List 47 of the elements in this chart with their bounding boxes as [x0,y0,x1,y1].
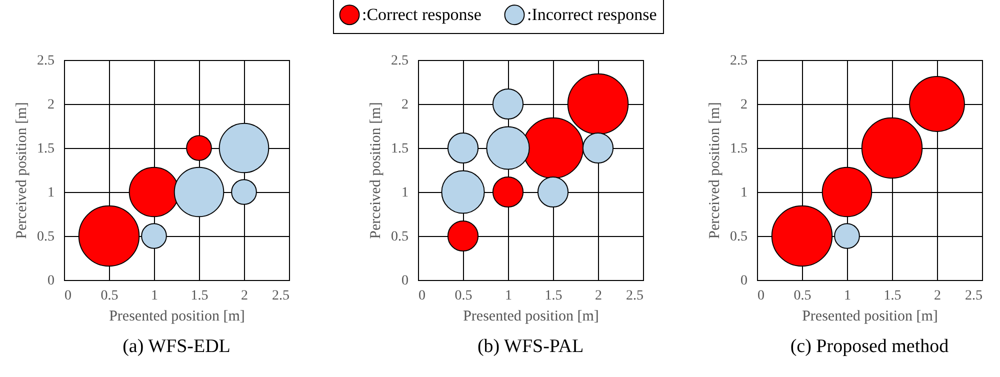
x-tick-label: 0 [64,288,72,304]
y-tick-label: 2.5 [390,54,408,68]
x-tick-label: 2.5 [626,288,643,304]
y-tick-label: 1.5 [730,142,748,156]
x-axis-title: Presented position [m] [109,308,245,324]
y-tick-label: 0.5 [390,230,408,244]
x-axis-title: Presented position [m] [802,308,938,324]
y-axis-title: Perceived position [m] [368,102,384,239]
y-tick-label: 1 [401,186,408,200]
y-tick-label: 1 [740,186,748,200]
x-tick-label: 0.5 [454,288,472,304]
x-tick-label: 0 [418,288,425,304]
y-axis-title: Perceived position [m] [14,102,30,239]
x-tick-label: 0.5 [794,288,812,304]
y-tick-label: 0 [48,274,54,288]
x-tick-label: 2.5 [272,288,290,304]
legend-label: :Incorrect response [526,4,656,24]
x-tick-label: 1 [151,288,158,304]
y-tick-label: 0.5 [730,230,748,244]
y-tick-label: 2 [401,98,408,112]
x-tick-label: 2.5 [965,288,982,304]
x-tick-label: 2 [241,288,248,304]
y-tick-label: 2.5 [37,54,54,68]
x-tick-label: 0.5 [100,288,118,304]
text: (a) WFS-EDL [122,336,230,357]
y-tick-label: 0 [401,274,408,288]
x-tick-label: 1.5 [884,288,902,304]
x-tick-label: 2 [594,288,602,304]
x-tick-label: 1.5 [190,288,208,304]
text: (b) WFS-PAL [476,336,584,357]
x-axis-title: Presented position [m] [462,308,598,324]
y-tick-label: 1 [48,186,54,200]
x-tick-label: 2 [934,288,941,304]
y-tick-label: 1.5 [37,142,54,156]
x-tick-label: 1 [844,288,851,304]
x-tick-label: 1.5 [544,288,562,304]
y-tick-label: 2.5 [730,54,748,68]
y-tick-label: 2 [48,98,54,112]
x-tick-label: 1 [504,288,512,304]
legend-label: :Correct response [362,4,481,24]
text: (c) Proposed method [790,336,950,357]
x-tick-label: 0 [758,288,764,304]
y-tick-label: 0.5 [37,230,54,244]
y-axis-title: Perceived position [m] [707,102,723,239]
y-tick-label: 0 [740,274,748,288]
y-tick-label: 1.5 [390,142,408,156]
y-tick-label: 2 [740,98,748,112]
